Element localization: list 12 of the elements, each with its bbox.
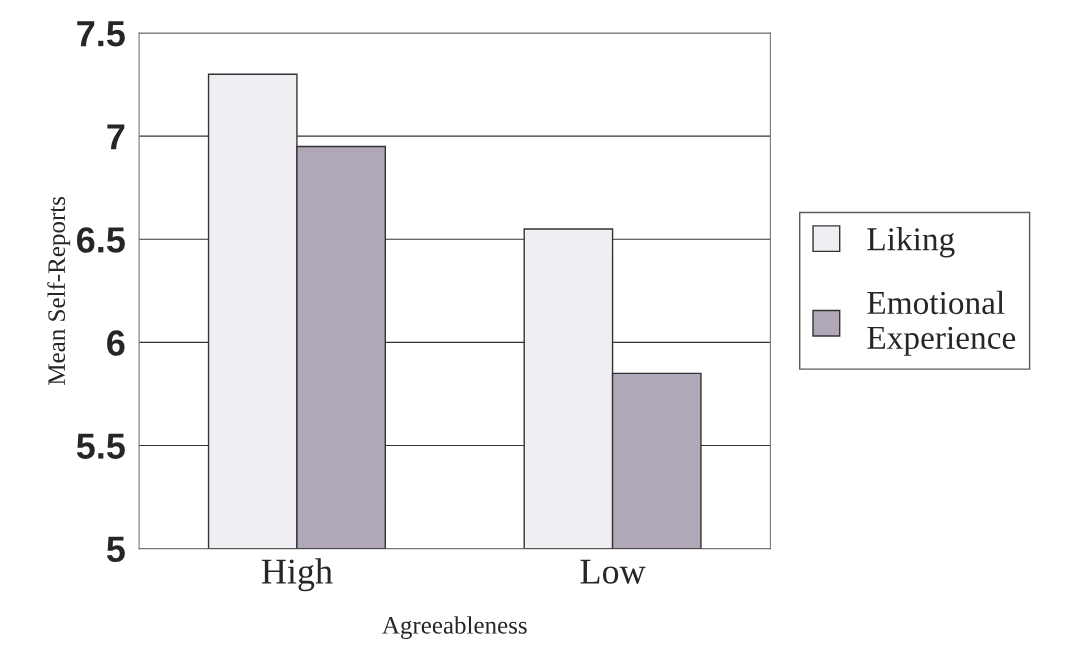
x-tick-label: High — [261, 558, 333, 592]
y-tick-label: 7.5 — [77, 21, 125, 47]
y-tick-label: 6.5 — [77, 227, 125, 253]
legend-label: Emotional Experience — [867, 290, 1016, 356]
x-axis-title: Agreeableness — [382, 616, 527, 639]
y-tick-label: 5 — [106, 536, 125, 563]
y-tick-label: 6 — [107, 330, 125, 356]
y-tick-label: 5.5 — [76, 433, 125, 459]
y-tick-label: 7 — [107, 124, 125, 150]
x-tick-label: Low — [580, 559, 646, 584]
y-axis-title: Mean Self-Reports — [47, 196, 71, 385]
legend-label: Liking — [867, 227, 955, 258]
